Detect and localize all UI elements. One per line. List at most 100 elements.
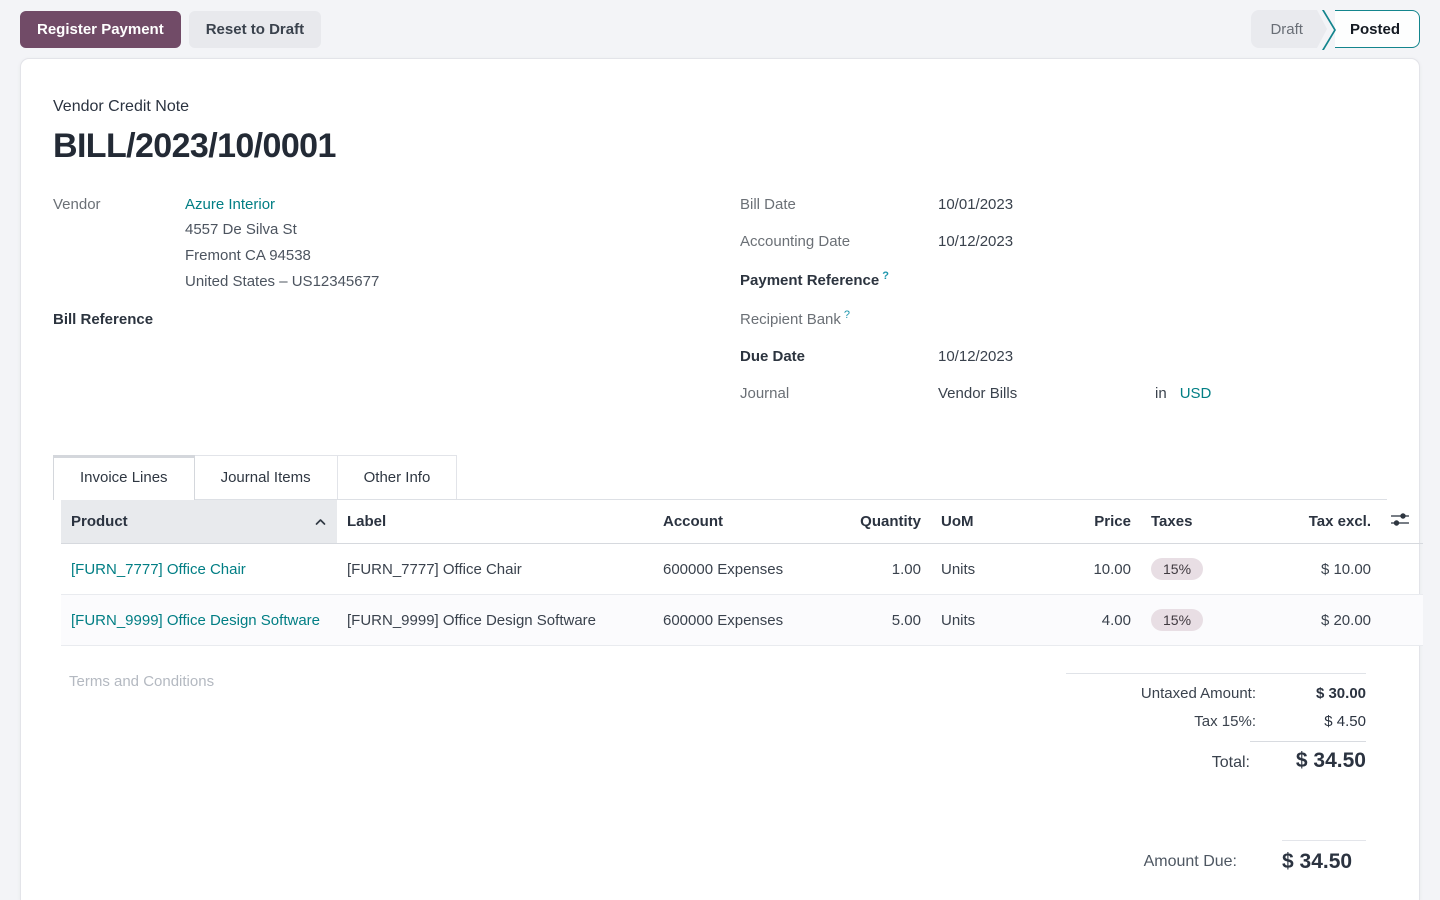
column-header-options	[1381, 500, 1423, 544]
journal-in-text: in	[1155, 385, 1167, 402]
column-header-tax-excl[interactable]: Tax excl.	[1245, 500, 1381, 544]
total-label: Total:	[1211, 754, 1250, 771]
toolbar-actions: Register Payment Reset to Draft	[20, 10, 322, 48]
taxes-cell[interactable]: 15%	[1141, 543, 1245, 595]
reset-to-draft-button[interactable]: Reset to Draft	[188, 10, 322, 48]
row-options-cell	[1381, 594, 1423, 646]
vendor-address: 4557 De Silva St Fremont CA 94538 United…	[185, 217, 740, 295]
address-line-3: United States – US12345677	[185, 273, 380, 290]
amount-due-block: Amount Due: $ 34.50	[53, 840, 1366, 874]
status-bar: Draft Posted	[1251, 10, 1420, 48]
due-date-label: Due Date	[740, 348, 806, 365]
column-header-taxes[interactable]: Taxes	[1141, 500, 1245, 544]
due-date-value[interactable]: 10/12/2023	[938, 348, 1014, 365]
address-line-1: 4557 De Silva St	[185, 221, 297, 238]
vendor-field: Vendor Azure Interior	[53, 196, 740, 213]
due-date-field: Due Date 10/12/2023	[740, 348, 1387, 365]
terms-and-conditions-input[interactable]: Terms and Conditions	[69, 673, 215, 690]
address-line-2: Fremont CA 94538	[185, 247, 311, 264]
invoice-lines-table-wrap: Product Label Account Quantity UoM Price…	[61, 500, 1423, 646]
register-payment-button[interactable]: Register Payment	[20, 10, 181, 48]
price-cell[interactable]: 4.00	[1023, 594, 1141, 646]
bill-date-value[interactable]: 10/01/2023	[938, 196, 1014, 213]
product-link[interactable]: [FURN_9999] Office Design Software	[71, 611, 321, 629]
price-cell[interactable]: 10.00	[1023, 543, 1141, 595]
quantity-cell[interactable]: 1.00	[835, 543, 931, 595]
total-row: Total: $ 34.50	[1066, 741, 1366, 773]
right-field-column: Bill Date 10/01/2023 Accounting Date 10/…	[740, 196, 1387, 422]
top-toolbar: Register Payment Reset to Draft Draft Po…	[0, 0, 1440, 58]
recipient-bank-field: Recipient Bank?	[740, 309, 1387, 328]
bill-date-label: Bill Date	[740, 196, 796, 213]
optional-columns-icon[interactable]	[1391, 512, 1409, 527]
label-cell[interactable]: [FURN_7777] Office Chair	[337, 543, 653, 595]
vendor-label: Vendor	[53, 196, 101, 213]
journal-value-group: Vendor Bills in USD	[938, 385, 1211, 402]
payment-reference-field: Payment Reference?	[740, 270, 1387, 289]
account-cell[interactable]: 600000 Expenses	[653, 543, 835, 595]
status-draft[interactable]: Draft	[1251, 10, 1327, 48]
field-columns: Vendor Azure Interior 4557 De Silva St F…	[53, 196, 1387, 422]
journal-currency-link[interactable]: USD	[1179, 385, 1212, 402]
journal-field: Journal Vendor Bills in USD	[740, 385, 1387, 402]
totals-block: Untaxed Amount: $ 30.00 Tax 15%: $ 4.50 …	[1066, 673, 1366, 784]
document-type-label: Vendor Credit Note	[53, 98, 190, 115]
tab-other-info[interactable]: Other Info	[337, 455, 458, 499]
tax-row: Tax 15%: $ 4.50	[1066, 713, 1366, 730]
column-header-product[interactable]: Product	[61, 500, 337, 544]
column-header-uom[interactable]: UoM	[931, 500, 1023, 544]
bill-date-field: Bill Date 10/01/2023	[740, 196, 1387, 213]
sort-ascending-icon[interactable]	[314, 518, 327, 526]
document-card: Vendor Credit Note BILL/2023/10/0001 Ven…	[20, 58, 1423, 900]
accounting-date-label: Accounting Date	[740, 233, 851, 250]
column-header-label[interactable]: Label	[337, 500, 653, 544]
recipient-bank-label-text: Recipient Bank	[740, 311, 841, 328]
accounting-date-value[interactable]: 10/12/2023	[938, 233, 1014, 250]
taxes-cell[interactable]: 15%	[1141, 594, 1245, 646]
tax-value: $ 4.50	[1324, 713, 1366, 730]
vendor-link[interactable]: Azure Interior	[185, 196, 276, 213]
account-cell[interactable]: 600000 Expenses	[653, 594, 835, 646]
quantity-cell[interactable]: 5.00	[835, 594, 931, 646]
journal-value[interactable]: Vendor Bills	[938, 385, 1018, 402]
uom-cell[interactable]: Units	[931, 594, 1023, 646]
invoice-lines-table: Product Label Account Quantity UoM Price…	[61, 500, 1423, 646]
tab-journal-items[interactable]: Journal Items	[194, 455, 338, 499]
untaxed-amount-value: $ 30.00	[1315, 685, 1366, 702]
amount-due-value: $ 34.50	[1282, 840, 1366, 874]
total-value: $ 34.50	[1250, 741, 1366, 773]
label-cell[interactable]: [FURN_9999] Office Design Software	[337, 594, 653, 646]
journal-label: Journal	[740, 385, 790, 402]
status-posted[interactable]: Posted	[1334, 10, 1420, 48]
invoice-line-row[interactable]: [FURN_9999] Office Design Software [FURN…	[61, 594, 1423, 646]
column-header-price[interactable]: Price	[1023, 500, 1141, 544]
recipient-bank-label: Recipient Bank?	[740, 309, 938, 328]
document-number: BILL/2023/10/0001	[53, 127, 336, 165]
left-field-column: Vendor Azure Interior 4557 De Silva St F…	[53, 196, 740, 422]
untaxed-amount-label: Untaxed Amount:	[1140, 685, 1256, 702]
table-header-row: Product Label Account Quantity UoM Price…	[61, 500, 1423, 544]
tax-excl-cell: $ 10.00	[1245, 543, 1381, 595]
payment-reference-label-text: Payment Reference	[740, 272, 880, 289]
invoice-line-row[interactable]: [FURN_7777] Office Chair [FURN_7777] Off…	[61, 543, 1423, 595]
tax-excl-cell: $ 20.00	[1245, 594, 1381, 646]
uom-cell[interactable]: Units	[931, 543, 1023, 595]
product-link[interactable]: [FURN_7777] Office Chair	[71, 560, 246, 578]
notebook-tabs: Invoice Lines Journal Items Other Info	[53, 455, 1387, 500]
column-header-quantity[interactable]: Quantity	[835, 500, 931, 544]
amount-due-label: Amount Due:	[1143, 853, 1237, 870]
column-header-account[interactable]: Account	[653, 500, 835, 544]
recipient-bank-help-icon[interactable]: ?	[843, 309, 851, 321]
accounting-date-field: Accounting Date 10/12/2023	[740, 233, 1387, 250]
tax-badge[interactable]: 15%	[1151, 609, 1204, 631]
untaxed-amount-row: Untaxed Amount: $ 30.00	[1066, 685, 1366, 702]
tax-badge[interactable]: 15%	[1151, 558, 1204, 580]
row-options-cell	[1381, 543, 1423, 595]
bill-reference-label: Bill Reference	[53, 311, 154, 328]
payment-reference-help-icon[interactable]: ?	[882, 270, 889, 282]
footer-section: Terms and Conditions Untaxed Amount: $ 3…	[53, 673, 1387, 784]
column-header-product-label: Product	[71, 513, 128, 530]
bill-reference-field: Bill Reference	[53, 311, 740, 328]
tab-invoice-lines[interactable]: Invoice Lines	[53, 455, 195, 500]
tax-label: Tax 15%:	[1194, 713, 1256, 730]
